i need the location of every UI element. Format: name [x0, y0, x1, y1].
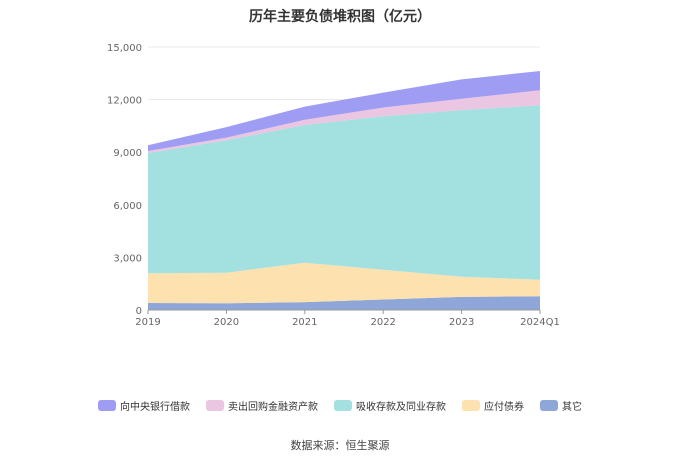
legend-swatch: [334, 400, 352, 411]
legend-label: 其它: [562, 402, 582, 413]
legend-label: 向中央银行借款: [120, 402, 190, 413]
legend-item[interactable]: 吸收存款及同业存款: [334, 398, 446, 413]
legend-swatch: [462, 400, 480, 411]
legend-swatch: [540, 400, 558, 411]
y-tick-label: 3,000: [113, 253, 142, 264]
y-tick-label: 12,000: [107, 96, 142, 107]
legend-label: 吸收存款及同业存款: [356, 402, 446, 413]
area-series-2: [148, 105, 540, 280]
x-tick-label: 2023: [449, 317, 474, 328]
legend: 向中央银行借款 卖出回购金融资产款 吸收存款及同业存款 应付债券 其它: [0, 398, 680, 413]
legend-swatch: [206, 400, 224, 411]
x-tick-label: 2021: [292, 317, 317, 328]
area-series-0: [148, 296, 540, 310]
data-source: 数据来源：恒生聚源: [290, 439, 390, 452]
area-series: [148, 71, 540, 310]
legend-label: 应付债券: [484, 402, 524, 413]
y-tick-label: 0: [136, 306, 142, 317]
legend-item[interactable]: 其它: [540, 398, 582, 413]
legend-item[interactable]: 卖出回购金融资产款: [206, 398, 318, 413]
y-tick-label: 15,000: [107, 43, 142, 54]
axes: [147, 309, 541, 314]
x-tick-label: 2019: [135, 317, 160, 328]
chart-title: 历年主要负债堆积图（亿元）: [249, 9, 431, 25]
legend-item[interactable]: 向中央银行借款: [98, 398, 190, 413]
y-tick-label: 9,000: [113, 148, 142, 159]
legend-swatch: [98, 400, 116, 411]
tick-labels: 0 3,000 6,000 9,000 12,000 15,000 2019 2020 2021…: [107, 43, 560, 328]
x-tick-label: 2020: [214, 317, 239, 328]
legend-label: 卖出回购金融资产款: [228, 402, 318, 413]
y-tick-label: 6,000: [113, 201, 142, 212]
area-series-3: [148, 90, 540, 154]
x-tick-label: 2024Q1: [520, 317, 560, 328]
x-tick-label: 2022: [370, 317, 395, 328]
area-series-1: [148, 262, 540, 304]
area-series-4: [148, 71, 540, 151]
legend-item[interactable]: 应付债券: [462, 398, 524, 413]
